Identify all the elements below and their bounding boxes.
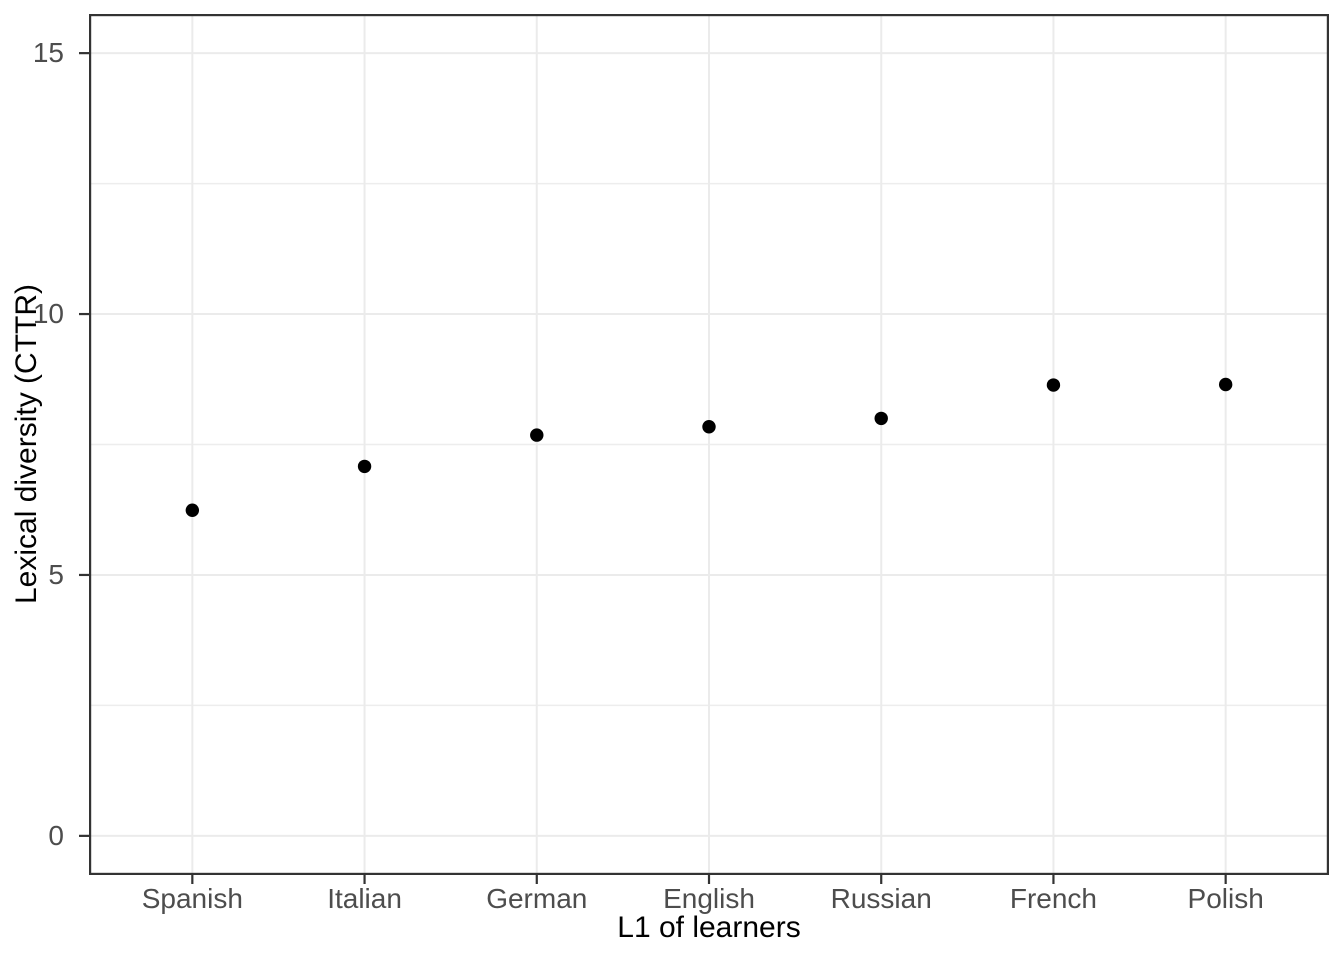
x-tick-label-german: German [486, 883, 588, 914]
x-tick-label-russian: Russian [830, 883, 932, 914]
data-point-french [1046, 378, 1061, 392]
x-tick-label-spanish: Spanish [141, 883, 243, 914]
x-tick-label-polish: Polish [1187, 883, 1264, 914]
data-point-italian [357, 459, 372, 474]
x-tick-label-english: English [663, 883, 755, 914]
data-point-spanish [185, 503, 200, 517]
data-point-english [702, 420, 716, 434]
y-tick-label: 5 [48, 558, 64, 590]
y-tick-label: 15 [32, 37, 64, 69]
x-tick-label-french: French [1009, 883, 1098, 914]
panel-border [88, 14, 1330, 875]
x-axis-title: L1 of learners [617, 911, 801, 944]
x-tick-label-italian: Italian [327, 883, 402, 914]
data-point-german [530, 428, 544, 442]
y-tick-label: 0 [48, 819, 64, 851]
y-tick-label: 10 [32, 298, 64, 330]
data-point-polish [1218, 377, 1233, 392]
y-axis-title: Lexical diversity (CTTR) [10, 283, 43, 605]
data-point-russian [874, 411, 888, 426]
